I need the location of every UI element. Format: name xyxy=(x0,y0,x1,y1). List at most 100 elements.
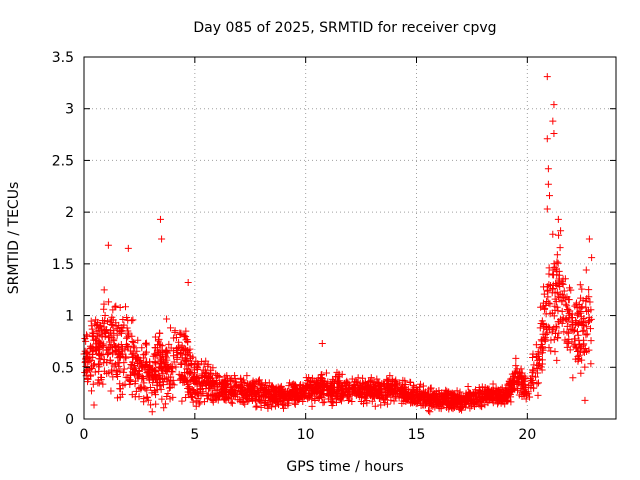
data-point xyxy=(180,331,188,339)
data-point xyxy=(328,392,336,400)
data-point xyxy=(141,385,149,393)
data-point xyxy=(259,384,267,392)
data-point xyxy=(185,367,193,375)
data-point xyxy=(550,101,558,109)
data-point xyxy=(416,393,424,401)
data-point xyxy=(395,390,403,398)
data-point xyxy=(120,365,128,373)
data-point xyxy=(167,344,175,352)
data-point xyxy=(363,397,371,405)
data-point xyxy=(562,316,570,324)
data-point xyxy=(133,347,141,355)
data-point xyxy=(122,303,129,311)
data-point xyxy=(288,392,296,400)
data-point xyxy=(481,401,489,409)
data-point xyxy=(567,286,575,294)
data-point xyxy=(386,372,394,380)
data-point xyxy=(154,371,162,379)
data-point xyxy=(243,372,251,380)
data-point xyxy=(156,376,164,384)
data-point xyxy=(195,400,203,408)
x-tick-label: 10 xyxy=(297,427,315,443)
data-point xyxy=(227,375,235,383)
data-point xyxy=(258,380,266,388)
data-point xyxy=(168,364,176,372)
y-axis-label: SRMTID / TECUs xyxy=(6,182,22,295)
data-point xyxy=(453,387,461,395)
data-point xyxy=(116,385,124,393)
data-point xyxy=(134,336,142,344)
data-point xyxy=(186,352,194,360)
data-point xyxy=(212,394,220,402)
data-point xyxy=(585,235,593,243)
data-point xyxy=(536,324,544,332)
data-point xyxy=(124,342,132,350)
data-point xyxy=(448,389,456,397)
data-point xyxy=(147,401,155,409)
data-point xyxy=(270,394,278,402)
data-point xyxy=(169,393,177,401)
data-point xyxy=(331,385,339,393)
data-point xyxy=(462,400,470,408)
data-point xyxy=(86,372,94,380)
data-point xyxy=(281,387,289,395)
data-point xyxy=(377,391,385,399)
data-point xyxy=(291,400,299,408)
data-point xyxy=(90,336,98,344)
data-point xyxy=(435,402,443,410)
data-point xyxy=(185,362,193,370)
data-point xyxy=(161,400,169,408)
data-point xyxy=(127,378,135,386)
data-point xyxy=(547,347,555,355)
data-point xyxy=(474,389,482,397)
data-point xyxy=(152,400,160,408)
data-point xyxy=(160,362,168,370)
data-point xyxy=(480,393,488,401)
data-point xyxy=(289,380,297,388)
data-point xyxy=(323,382,331,390)
data-point xyxy=(191,375,199,383)
data-point xyxy=(587,325,594,333)
data-point xyxy=(483,385,491,393)
data-point xyxy=(500,393,508,401)
data-point xyxy=(494,398,502,406)
data-point xyxy=(158,235,166,243)
data-point xyxy=(213,389,221,397)
data-point xyxy=(491,394,499,402)
data-point xyxy=(175,370,183,378)
data-point xyxy=(379,380,387,388)
data-point xyxy=(494,400,502,408)
data-point xyxy=(178,342,186,350)
data-point xyxy=(538,360,546,368)
data-point xyxy=(370,381,378,389)
data-point xyxy=(164,349,172,357)
data-point xyxy=(565,329,573,337)
data-point xyxy=(311,389,319,397)
data-point xyxy=(105,298,113,306)
data-point xyxy=(224,392,232,400)
data-point xyxy=(110,337,118,345)
data-point xyxy=(563,302,571,310)
data-point xyxy=(545,344,553,352)
data-point xyxy=(574,357,582,365)
data-point xyxy=(135,393,143,401)
data-point xyxy=(572,344,580,352)
data-point xyxy=(549,230,557,238)
data-point xyxy=(146,358,154,366)
data-point xyxy=(549,117,557,125)
data-point xyxy=(302,384,310,392)
data-point xyxy=(220,378,228,386)
data-point xyxy=(352,391,360,399)
data-point xyxy=(546,192,553,200)
data-point xyxy=(149,375,157,383)
data-point xyxy=(529,367,537,375)
data-point xyxy=(324,395,332,403)
data-point xyxy=(144,369,152,377)
data-point xyxy=(196,398,204,406)
data-point xyxy=(145,363,153,371)
data-point xyxy=(153,352,161,360)
data-point xyxy=(575,337,583,345)
data-point xyxy=(269,382,277,390)
data-point xyxy=(253,402,261,410)
